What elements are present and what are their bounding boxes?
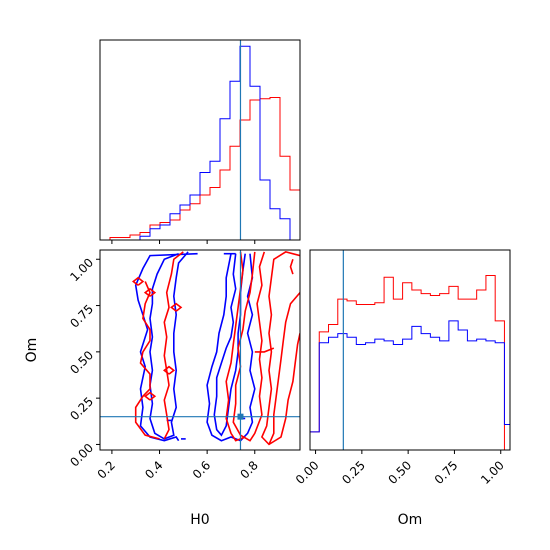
contour-red: [268, 292, 300, 445]
contour-red: [260, 251, 300, 446]
h0-histogram-frame: [99, 39, 301, 241]
om-tick-label: 0.50: [385, 458, 414, 487]
h0-tick-label: 0.8: [237, 458, 260, 481]
contour-red: [289, 259, 294, 275]
h0-tick-label: 0.6: [190, 458, 213, 481]
h0-axis-label: H0: [190, 512, 209, 528]
om-y-tick-label: 0.25: [67, 394, 96, 423]
h0-histogram-blue: [100, 45, 300, 240]
contour-blue: [213, 253, 246, 437]
contour-red: [163, 365, 176, 375]
om-y-tick-label: 0.75: [67, 302, 96, 331]
contour-red: [131, 276, 145, 286]
om-axis-label: Om: [398, 512, 423, 528]
om-tick-label: 0.00: [293, 458, 322, 487]
h0-tick-label: 0.4: [142, 458, 165, 481]
contour-red: [232, 251, 266, 442]
om-tick-label: 0.25: [339, 458, 368, 487]
contour-red: [254, 347, 275, 353]
contour-red: [143, 391, 157, 401]
om-tick-label: 0.75: [432, 458, 461, 487]
contour-blue: [149, 251, 189, 440]
truth-marker: [237, 413, 244, 420]
om-y-axis-label: Om: [24, 338, 40, 363]
contour-red: [163, 251, 184, 440]
om-y-tick-label: 1.00: [67, 255, 96, 284]
contour-red: [225, 251, 246, 442]
om-histogram-blue: [310, 320, 510, 450]
joint-frame: [99, 249, 301, 451]
h0-histogram-red: [100, 97, 300, 240]
h0-om-contour-axes: 0.2 0.4 0.6 0.8 0.00 0.25 0.50 0.75 1.00: [67, 249, 301, 482]
contour-red: [143, 287, 157, 297]
om-histogram-axes: 0.00 0.25 0.50 0.75 1.00: [293, 249, 511, 487]
h0-tick-label: 0.2: [95, 458, 118, 481]
h0-histogram-axes: [99, 39, 301, 244]
om-histogram-frame: [309, 249, 511, 451]
contour-red: [170, 302, 183, 312]
om-tick-label: 1.00: [478, 458, 507, 487]
om-y-tick-label: 0.50: [67, 348, 96, 377]
contour-blue: [206, 253, 256, 442]
om-y-tick-label: 0.00: [67, 441, 96, 470]
om-histogram-red: [310, 274, 510, 450]
